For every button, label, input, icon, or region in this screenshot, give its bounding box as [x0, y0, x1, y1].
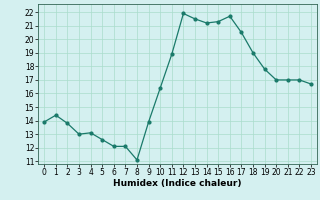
X-axis label: Humidex (Indice chaleur): Humidex (Indice chaleur) [113, 179, 242, 188]
